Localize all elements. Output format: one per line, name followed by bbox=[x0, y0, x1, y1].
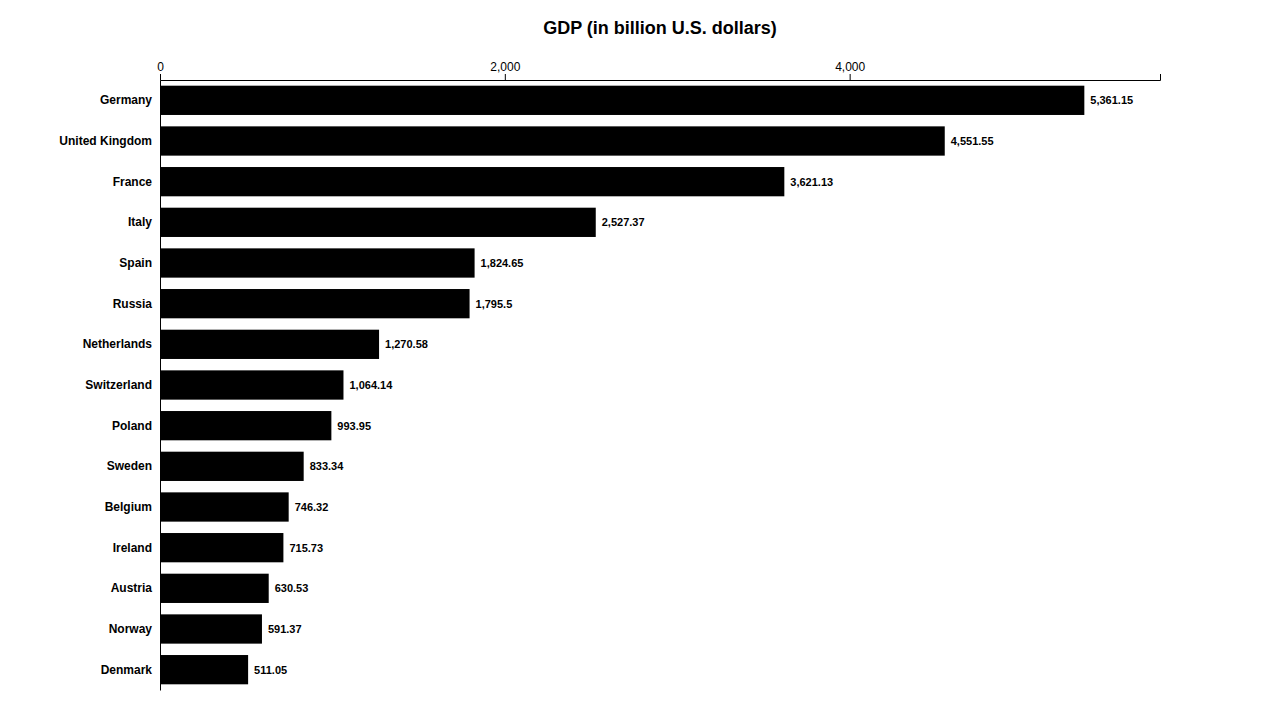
tick: Netherlands bbox=[83, 337, 160, 351]
tick: Sweden bbox=[107, 459, 160, 473]
tick: France bbox=[113, 175, 160, 189]
data-labels: 5,361.15 4,551.55 3,621.13 2,527.37 1,824.65… bbox=[254, 94, 1133, 675]
bar bbox=[160, 533, 283, 562]
tick: Switzerland bbox=[85, 378, 160, 392]
data-label: 2,527.37 bbox=[602, 216, 645, 228]
tick-label: Italy bbox=[128, 215, 152, 229]
bar bbox=[160, 370, 343, 399]
tick-label: Norway bbox=[109, 622, 153, 636]
tick: Italy bbox=[128, 215, 160, 229]
bar bbox=[160, 614, 262, 643]
tick-label: Ireland bbox=[113, 541, 152, 555]
tick: 2,000 bbox=[490, 60, 520, 80]
tick: Poland bbox=[112, 419, 160, 433]
data-label: 833.34 bbox=[310, 460, 345, 472]
bar bbox=[160, 452, 304, 481]
bar bbox=[160, 86, 1084, 115]
tick: 0 bbox=[157, 60, 164, 80]
tick-label: 2,000 bbox=[490, 60, 520, 74]
tick-label: Netherlands bbox=[83, 337, 153, 351]
data-label: 1,270.58 bbox=[385, 338, 428, 350]
bars bbox=[160, 86, 1084, 685]
axis-line bbox=[160, 81, 161, 691]
chart-svg: 0 2,000 4,000 Germany United Kingdom France It… bbox=[0, 0, 1280, 720]
tick-mark bbox=[160, 74, 161, 80]
tick-label: Switzerland bbox=[85, 378, 152, 392]
tick: 4,000 bbox=[835, 60, 865, 80]
tick-label: Austria bbox=[111, 581, 153, 595]
tick-label: Russia bbox=[113, 297, 153, 311]
tick: Norway bbox=[109, 622, 160, 636]
data-label: 1,824.65 bbox=[481, 257, 524, 269]
tick: Belgium bbox=[105, 500, 160, 514]
bar bbox=[160, 655, 248, 684]
data-label: 591.37 bbox=[268, 623, 302, 635]
tick: Russia bbox=[113, 297, 160, 311]
tick-label: United Kingdom bbox=[59, 134, 152, 148]
tick-mark bbox=[505, 74, 506, 80]
value-axis: 0 2,000 4,000 bbox=[157, 60, 1160, 81]
tick-label: 0 bbox=[157, 60, 164, 74]
plot-area: 0 2,000 4,000 Germany United Kingdom France It… bbox=[59, 60, 1160, 691]
data-label: 1,064.14 bbox=[349, 379, 393, 391]
data-label: 1,795.5 bbox=[476, 298, 513, 310]
data-label: 715.73 bbox=[289, 542, 323, 554]
tick-label: Poland bbox=[112, 419, 152, 433]
bar bbox=[160, 411, 331, 440]
tick: Austria bbox=[111, 581, 160, 595]
tick-label: Germany bbox=[100, 93, 152, 107]
bar bbox=[160, 289, 470, 318]
data-label: 5,361.15 bbox=[1090, 94, 1133, 106]
tick: Germany bbox=[100, 93, 160, 107]
bar bbox=[160, 208, 596, 237]
data-label: 746.32 bbox=[295, 501, 329, 513]
bar bbox=[160, 574, 269, 603]
data-label: 993.95 bbox=[337, 420, 371, 432]
tick-label: France bbox=[113, 175, 153, 189]
tick-mark bbox=[850, 74, 851, 80]
bar bbox=[160, 126, 945, 155]
tick: Ireland bbox=[113, 541, 160, 555]
data-label: 511.05 bbox=[254, 664, 287, 676]
chart-container: 0 2,000 4,000 Germany United Kingdom France It… bbox=[0, 0, 1280, 720]
tick-label: Denmark bbox=[101, 663, 153, 677]
bar bbox=[160, 248, 475, 277]
tick-label: Belgium bbox=[105, 500, 152, 514]
bar bbox=[160, 330, 379, 359]
category-axis: Germany United Kingdom France Italy Spain Rus… bbox=[59, 81, 160, 691]
tick-label: Spain bbox=[119, 256, 152, 270]
data-label: 630.53 bbox=[275, 582, 309, 594]
tick: Denmark bbox=[101, 663, 160, 677]
tick-label: Sweden bbox=[107, 459, 152, 473]
axis-line bbox=[161, 74, 1161, 81]
data-label: 4,551.55 bbox=[951, 135, 994, 147]
bar bbox=[160, 492, 289, 521]
data-label: 3,621.13 bbox=[790, 176, 833, 188]
tick-label: 4,000 bbox=[835, 60, 865, 74]
bar bbox=[160, 167, 784, 196]
tick: Spain bbox=[119, 256, 160, 270]
tick: United Kingdom bbox=[59, 134, 160, 148]
title: GDP (in billion U.S. dollars) bbox=[543, 18, 777, 38]
